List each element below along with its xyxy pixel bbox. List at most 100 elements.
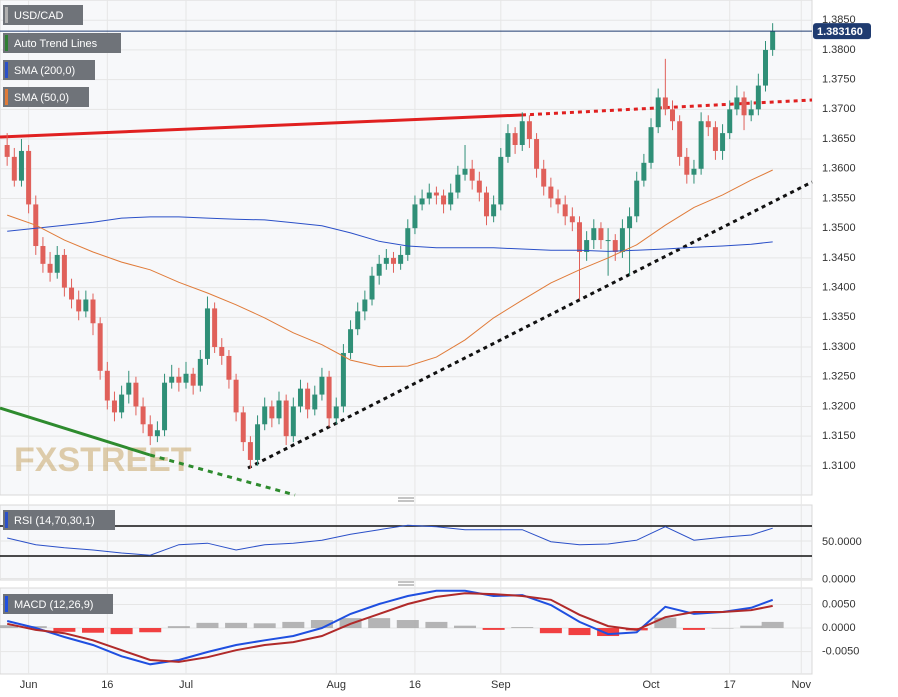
candle-body — [541, 168, 547, 187]
y-tick-label: 1.3400 — [822, 282, 856, 294]
candle — [147, 415, 153, 446]
candle — [69, 278, 75, 309]
candle-body — [455, 174, 461, 193]
legend-swatch — [5, 62, 8, 78]
legend-box — [3, 60, 95, 80]
candle — [312, 385, 318, 416]
candle — [111, 391, 117, 422]
legend-item[interactable]: MACD (12,26,9) — [3, 594, 113, 614]
legend-item[interactable]: SMA (200,0) — [3, 60, 95, 80]
macd-histogram-bar — [425, 621, 448, 629]
candle-body — [491, 204, 497, 217]
candle-body — [169, 376, 175, 383]
macd-histogram-bar — [454, 625, 477, 629]
macd-histogram-bar — [310, 620, 333, 629]
candle — [197, 350, 203, 392]
candle-body — [512, 133, 518, 145]
candle — [212, 302, 218, 353]
candle — [627, 207, 633, 276]
legend-item[interactable]: Auto Trend Lines — [3, 33, 121, 53]
y-tick-label: 1.3300 — [822, 341, 856, 353]
candle-body — [226, 355, 232, 380]
macd-tick-label: 0.0050 — [822, 598, 856, 610]
macd-tick-label: -0.0050 — [822, 645, 859, 657]
y-tick-label: 1.3450 — [822, 252, 856, 264]
candle-body — [605, 240, 611, 242]
candle — [755, 73, 761, 116]
legend-item[interactable]: RSI (14,70,30,1) — [3, 510, 115, 530]
y-tick-label: 1.3550 — [822, 192, 856, 204]
candle — [226, 350, 232, 389]
candle — [412, 195, 418, 235]
candle — [476, 171, 482, 202]
y-tick-label: 1.3700 — [822, 103, 856, 115]
legend-swatch — [5, 35, 8, 51]
candle — [233, 373, 239, 422]
x-tick-label: Oct — [642, 679, 659, 691]
x-tick-label: Jul — [179, 679, 193, 691]
y-tick-label: 1.3350 — [822, 311, 856, 323]
legend-box — [3, 510, 115, 530]
legend-item[interactable]: SMA (50,0) — [3, 87, 89, 107]
candle-body — [383, 257, 389, 264]
candle-body — [569, 216, 575, 223]
candle-body — [312, 394, 318, 410]
candle-body — [111, 400, 117, 413]
candle — [576, 216, 582, 300]
legend-swatch — [5, 512, 8, 528]
candle — [770, 23, 776, 56]
candle-body — [627, 216, 633, 229]
candle-body — [247, 442, 253, 460]
candle-body — [140, 406, 146, 425]
candle — [598, 222, 604, 249]
panel-handle[interactable] — [398, 497, 414, 502]
candle — [26, 144, 32, 214]
candle-body — [212, 308, 218, 348]
candle — [326, 370, 332, 428]
macd-histogram-bar — [253, 623, 276, 629]
candle — [40, 237, 46, 273]
candle-body — [576, 222, 582, 252]
macd-histogram-bar — [282, 621, 305, 629]
candle-body — [240, 412, 246, 443]
candle — [684, 147, 690, 184]
candle — [734, 85, 740, 116]
candle — [569, 207, 575, 232]
candle — [519, 112, 525, 151]
candle — [390, 251, 396, 273]
candle-body — [648, 127, 654, 163]
legend-box — [3, 594, 113, 614]
y-tick-label: 1.3250 — [822, 371, 856, 383]
candle — [4, 133, 10, 166]
candle — [512, 127, 518, 154]
candle — [634, 171, 640, 223]
candle — [319, 367, 325, 401]
candle — [433, 186, 439, 205]
candle-body — [204, 308, 210, 359]
candle — [104, 361, 110, 410]
candle-body — [26, 150, 32, 205]
macd-histogram-bar — [568, 628, 591, 636]
candle-body — [741, 97, 747, 116]
candle-body — [662, 97, 668, 110]
legend-item[interactable]: USD/CAD — [3, 5, 83, 25]
candle — [662, 58, 668, 116]
candle-body — [441, 195, 447, 205]
macd-tick-label: 0.0000 — [822, 622, 856, 634]
macd-histogram-bar — [482, 628, 505, 630]
candle — [255, 415, 261, 466]
panel-handle[interactable] — [398, 581, 414, 586]
candle-body — [54, 254, 60, 273]
rsi-tick-label: 50.0000 — [822, 536, 862, 548]
candle-body — [4, 144, 10, 157]
candle-body — [297, 388, 303, 407]
candle — [333, 397, 339, 425]
candle — [691, 159, 697, 184]
candle-body — [348, 329, 354, 353]
candle — [483, 186, 489, 226]
candle — [362, 290, 368, 321]
candle — [18, 139, 24, 187]
sma-200-line — [7, 216, 773, 252]
candle-body — [433, 192, 439, 196]
watermark: FXSTREET — [14, 441, 192, 479]
